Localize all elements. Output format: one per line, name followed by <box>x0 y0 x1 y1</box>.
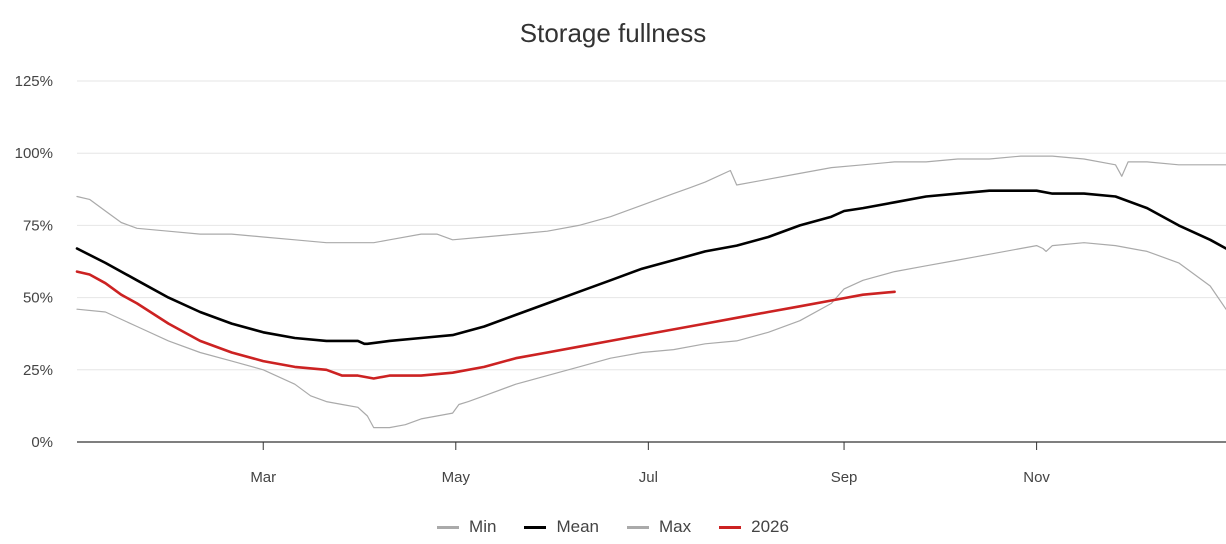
y-tick-label: 100% <box>15 145 53 162</box>
y-tick-label: 0% <box>31 434 53 451</box>
y-tick-label: 125% <box>15 73 53 90</box>
y-tick-label: 50% <box>23 290 53 307</box>
chart-title: Storage fullness <box>519 18 707 48</box>
legend-swatch <box>437 525 460 529</box>
legend-item-max[interactable]: Max <box>626 517 692 537</box>
x-tick-label: Nov <box>1023 469 1050 486</box>
x-tick-label: Jul <box>639 469 658 486</box>
y-tick-label: 25% <box>23 362 53 379</box>
legend-swatch <box>626 525 649 529</box>
legend-item-2026[interactable]: 2026 <box>719 517 789 537</box>
legend-label: Min <box>469 517 497 536</box>
legend-label: Mean <box>556 517 599 536</box>
legend-label: Max <box>658 517 692 536</box>
x-tick-label: Sep <box>831 469 858 486</box>
x-tick-label: Mar <box>250 469 276 486</box>
series-line-mean <box>75 189 1226 346</box>
chart-legend: Min Mean Max 2026 <box>0 517 1226 537</box>
legend-item-mean[interactable]: Mean <box>524 517 599 537</box>
series-line-min <box>76 242 1226 429</box>
legend-swatch <box>719 525 742 529</box>
series-line-2026 <box>75 270 896 380</box>
series-line-max <box>76 155 1226 244</box>
legend-swatch <box>524 525 547 529</box>
x-tick-label: May <box>442 469 471 486</box>
legend-item-min[interactable]: Min <box>437 517 496 537</box>
y-tick-label: 75% <box>23 217 53 234</box>
legend-label: 2026 <box>751 517 789 536</box>
